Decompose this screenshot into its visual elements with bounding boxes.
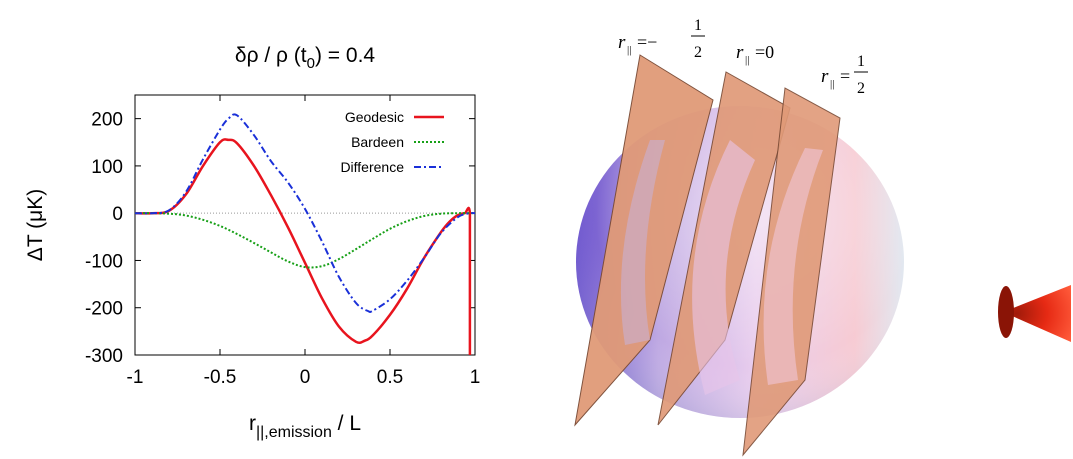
plane-left-inner-shadow [620,140,665,345]
axis-ticks: -1 -0.5 0 0.5 1 -300 -200 -100 0 100 200 [85,95,480,388]
svg-text:=0: =0 [755,42,774,62]
x-tick-label: 0 [300,367,311,388]
sphere-plane-illustration: r || =− 1 2 r || =0 r || = 1 2 [574,17,1071,457]
label-r-zero: r || =0 [736,42,774,66]
series-line-bardeen [134,212,476,269]
series-line-geodesic [134,138,472,355]
legend-label-difference: Difference [340,159,404,175]
y-tick-label: 200 [91,110,123,131]
series-line-difference [134,113,476,313]
svg-text:=: = [840,66,850,86]
label-r-minus-half: r || =− 1 2 [618,17,705,61]
y-tick-label: -100 [85,251,123,272]
chart-title: δρ / ρ (t0) = 0.4 [235,44,376,72]
legend-label-bardeen: Bardeen [351,134,404,150]
svg-text:||: || [745,54,749,66]
data-series [134,113,476,355]
x-tick-label: 0.5 [377,367,403,388]
x-tick-label: -1 [127,367,144,388]
svg-text:2: 2 [857,80,865,97]
x-tick-label: -0.5 [204,367,237,388]
svg-text:||: || [627,44,631,56]
line-chart: δρ / ρ (t0) = 0.4 -1 -0.5 0 0.5 1 -300 -200 -10… [24,44,480,441]
x-axis-label: r||,emission / L [249,412,361,441]
legend-label-geodesic: Geodesic [345,109,404,125]
x-tick-label: 1 [470,367,481,388]
plot-area-frame [134,94,476,356]
svg-text:1: 1 [857,53,865,70]
y-axis-label: ΔT (μK) [24,189,47,261]
y-tick-label: 0 [112,204,123,225]
svg-text:r: r [821,66,829,87]
svg-text:||: || [830,78,834,90]
y-tick-label: -200 [85,299,123,320]
label-r-plus-half: r || = 1 2 [821,53,868,97]
svg-text:1: 1 [694,17,702,34]
svg-text:2: 2 [694,44,702,61]
plane-right-inner-shadow [763,148,823,385]
observer-cone [998,285,1071,342]
legend: Geodesic Bardeen Difference [340,109,444,175]
y-tick-label: -300 [85,346,123,367]
svg-text:=−: =− [637,32,657,52]
plane-middle-inner-shadow [692,140,755,395]
y-tick-label: 100 [91,157,123,178]
svg-text:r: r [736,42,744,63]
svg-text:r: r [618,32,626,53]
